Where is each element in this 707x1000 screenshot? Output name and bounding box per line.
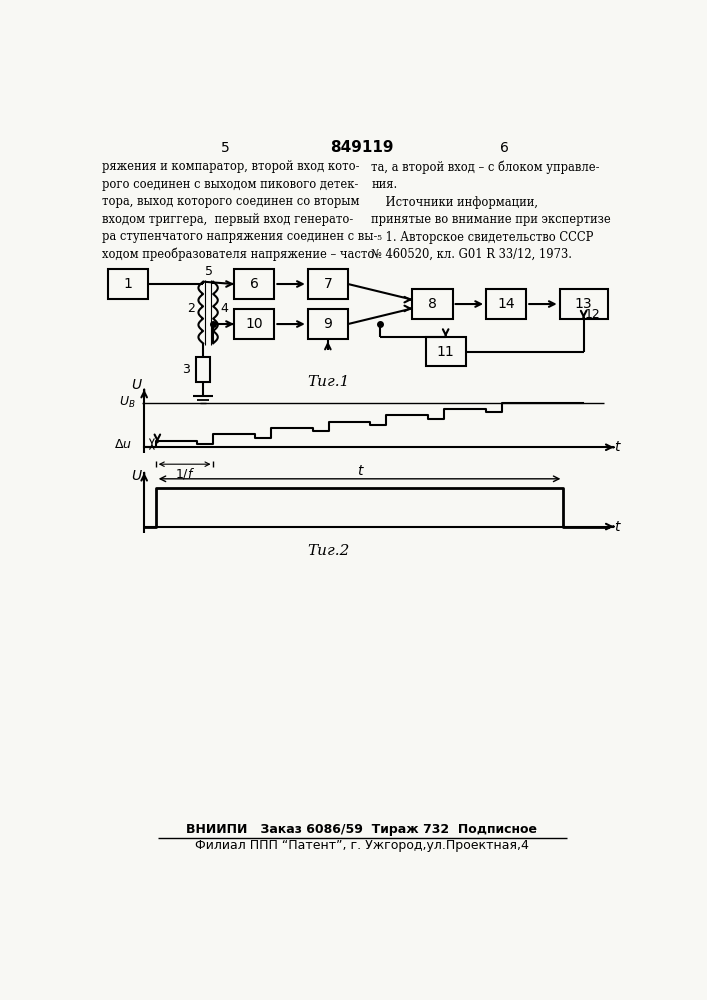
Text: 12: 12 [585,308,601,321]
Text: $1/f$: $1/f$ [175,466,194,481]
Text: 6: 6 [500,141,509,155]
Text: 10: 10 [245,317,263,331]
Text: Τиг.1: Τиг.1 [308,375,350,389]
Bar [308,309,348,339]
Text: U: U [132,378,141,392]
Bar [308,269,348,299]
Text: 14: 14 [497,297,515,311]
Text: 7: 7 [324,277,332,291]
Text: $U_B$: $U_B$ [119,395,136,410]
Bar [196,357,210,382]
Text: 13: 13 [575,297,592,311]
Bar [107,269,148,299]
Text: t: t [614,520,619,534]
Text: Филиал ППП “Патент”, г. Ужгород,ул.Проектная,4: Филиал ППП “Патент”, г. Ужгород,ул.Проек… [195,839,529,852]
Text: ряжения и компаратор, второй вход кото-
рого соединен с выходом пикового детек-
: ряжения и компаратор, второй вход кото- … [103,160,382,261]
Text: 6: 6 [250,277,259,291]
Bar [426,337,466,366]
Text: 1: 1 [124,277,132,291]
Text: 3: 3 [182,363,190,376]
Bar [559,289,607,319]
Bar [412,289,452,319]
Text: 8: 8 [428,297,437,311]
Text: U: U [132,469,141,483]
Bar [234,269,274,299]
Text: Τиг.2: Τиг.2 [308,544,350,558]
Bar [486,289,526,319]
Text: 4: 4 [220,302,228,315]
Text: 9: 9 [323,317,332,331]
Text: 5: 5 [221,141,230,155]
Text: $\Delta u$: $\Delta u$ [114,438,132,451]
Text: 849119: 849119 [330,140,394,155]
Text: ВНИИПИ   Заказ 6086/59  Тираж 732  Подписное: ВНИИПИ Заказ 6086/59 Тираж 732 Подписное [187,823,537,836]
Text: t: t [357,464,362,478]
Text: та, а второй вход – с блоком управле-
ния.
    Источники информации,
принятые во: та, а второй вход – с блоком управле- ни… [371,160,611,261]
Text: 5: 5 [205,265,214,278]
Text: t: t [614,440,619,454]
Text: 2: 2 [187,302,195,315]
Text: 11: 11 [437,345,455,359]
Bar [234,309,274,339]
